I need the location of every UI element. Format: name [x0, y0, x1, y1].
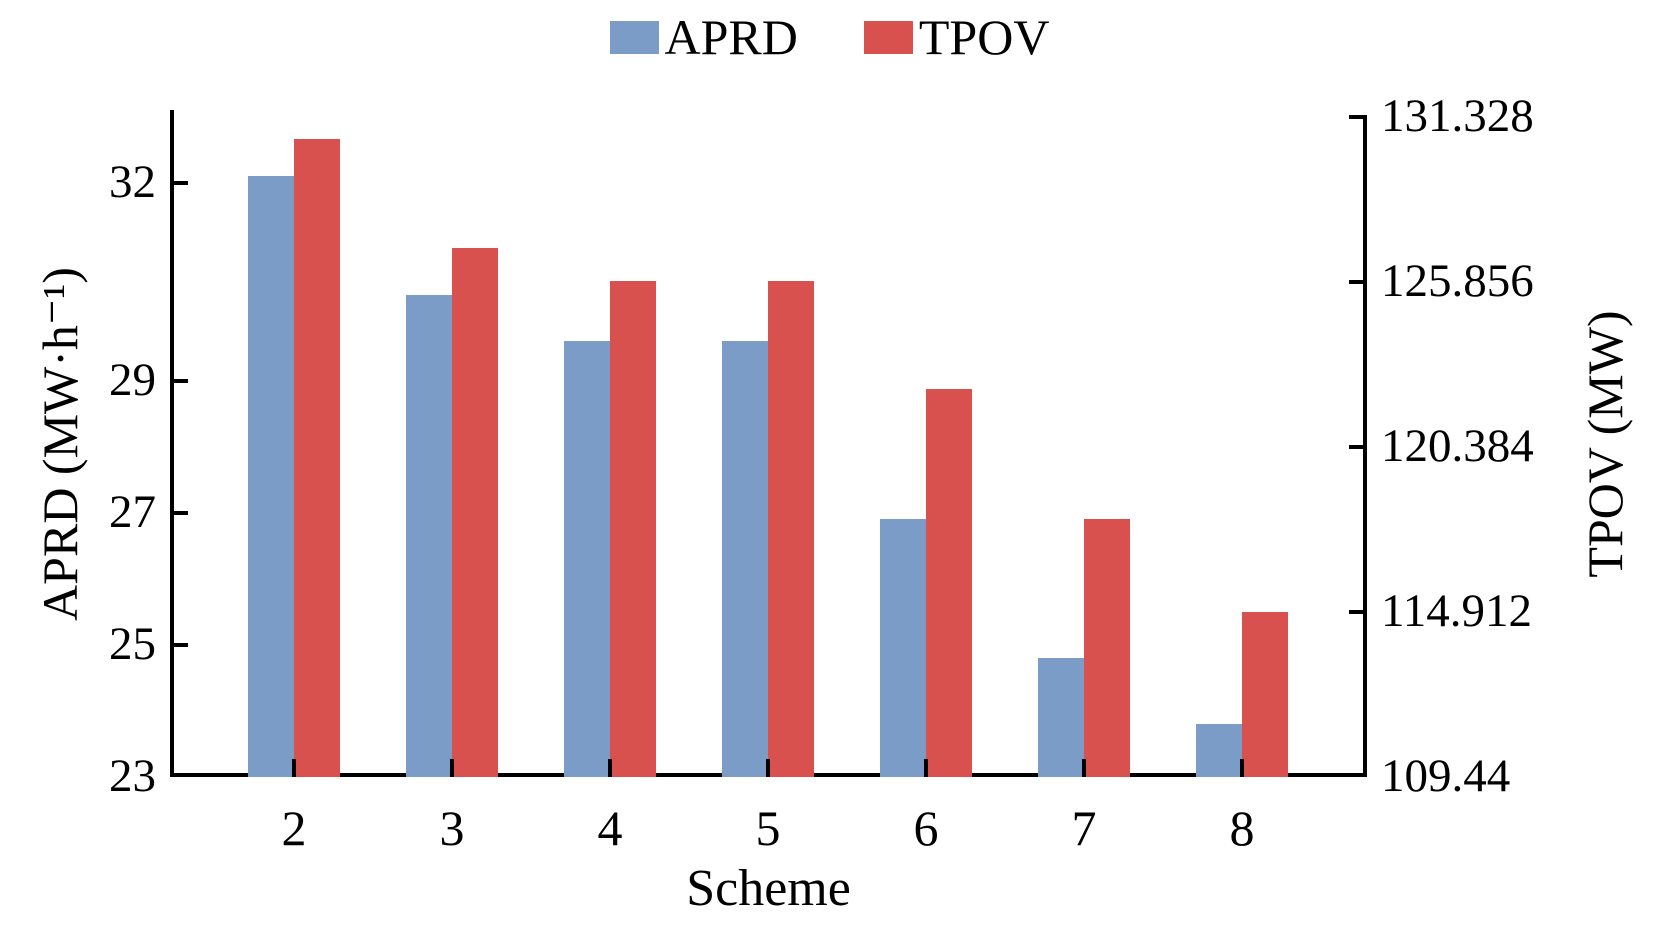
bar-tpov-scheme-5: [768, 280, 814, 777]
right-tick-109.44: [1349, 773, 1367, 777]
left-tick-label-25: 25: [109, 617, 156, 670]
bar-tpov-scheme-7: [1084, 518, 1130, 777]
x-tick-scheme-7: [1082, 759, 1086, 777]
left-tick-label-29: 29: [109, 353, 156, 406]
bar-aprd-scheme-4: [564, 341, 610, 777]
x-tick-label-scheme-6: 6: [913, 800, 939, 856]
legend-swatch-aprd: [609, 20, 659, 54]
right-y-axis-title: TPOV (MW): [1577, 309, 1633, 578]
legend-swatch-tpov: [863, 20, 913, 54]
left-tick-label-27: 27: [109, 485, 156, 538]
x-axis-title: Scheme: [686, 860, 851, 917]
right-tick-label-120.384: 120.384: [1381, 419, 1534, 472]
right-tick-131.328: [1349, 114, 1367, 119]
legend-item-tpov: TPOV: [863, 9, 1050, 65]
left-tick-23: [170, 773, 188, 777]
left-tick-32: [170, 180, 188, 185]
right-tick-120.384: [1349, 444, 1367, 449]
x-tick-label-scheme-3: 3: [439, 800, 465, 856]
x-tick-scheme-4: [608, 759, 612, 777]
x-tick-scheme-8: [1240, 759, 1244, 777]
left-y-axis-title: APRD (MW·h⁻¹): [32, 266, 88, 621]
x-tick-label-scheme-7: 7: [1071, 800, 1097, 856]
bar-tpov-scheme-2: [294, 138, 340, 777]
x-tick-scheme-5: [766, 759, 770, 777]
legend-label-tpov: TPOV: [918, 9, 1050, 65]
right-tick-114.912: [1349, 609, 1367, 614]
right-tick-label-125.856: 125.856: [1381, 254, 1534, 307]
left-tick-27: [170, 510, 188, 515]
x-tick-label-scheme-2: 2: [281, 800, 307, 856]
bar-aprd-scheme-7: [1038, 658, 1084, 777]
legend-label-aprd: APRD: [664, 9, 798, 65]
right-tick-label-114.912: 114.912: [1381, 584, 1533, 637]
x-tick-scheme-2: [292, 759, 296, 777]
bar-tpov-scheme-4: [610, 280, 656, 777]
bar-aprd-scheme-8: [1196, 724, 1242, 777]
bar-tpov-scheme-6: [926, 389, 972, 777]
bar-tpov-scheme-3: [452, 247, 498, 777]
bar-aprd-scheme-5: [722, 341, 768, 777]
right-tick-125.856: [1349, 279, 1367, 284]
left-tick-label-23: 23: [109, 750, 156, 802]
legend: APRD TPOV: [0, 12, 1659, 62]
bar-aprd-scheme-3: [406, 294, 452, 777]
bar-tpov-scheme-8: [1242, 612, 1288, 777]
right-tick-label-131.328: 131.328: [1381, 89, 1534, 142]
plot-area: [170, 110, 1367, 777]
x-tick-label-scheme-8: 8: [1229, 800, 1255, 856]
right-tick-label-109.44: 109.44: [1381, 750, 1511, 802]
bar-aprd-scheme-2: [248, 176, 294, 777]
left-tick-label-32: 32: [109, 155, 156, 208]
x-tick-label-scheme-5: 5: [755, 800, 781, 856]
x-tick-scheme-3: [450, 759, 454, 777]
left-tick-25: [170, 642, 188, 647]
left-y-axis-line: [170, 110, 174, 777]
x-tick-label-scheme-4: 4: [597, 800, 623, 856]
bar-aprd-scheme-6: [880, 519, 926, 777]
left-tick-29: [170, 378, 188, 383]
x-tick-scheme-6: [924, 759, 928, 777]
legend-item-aprd: APRD: [609, 9, 798, 65]
